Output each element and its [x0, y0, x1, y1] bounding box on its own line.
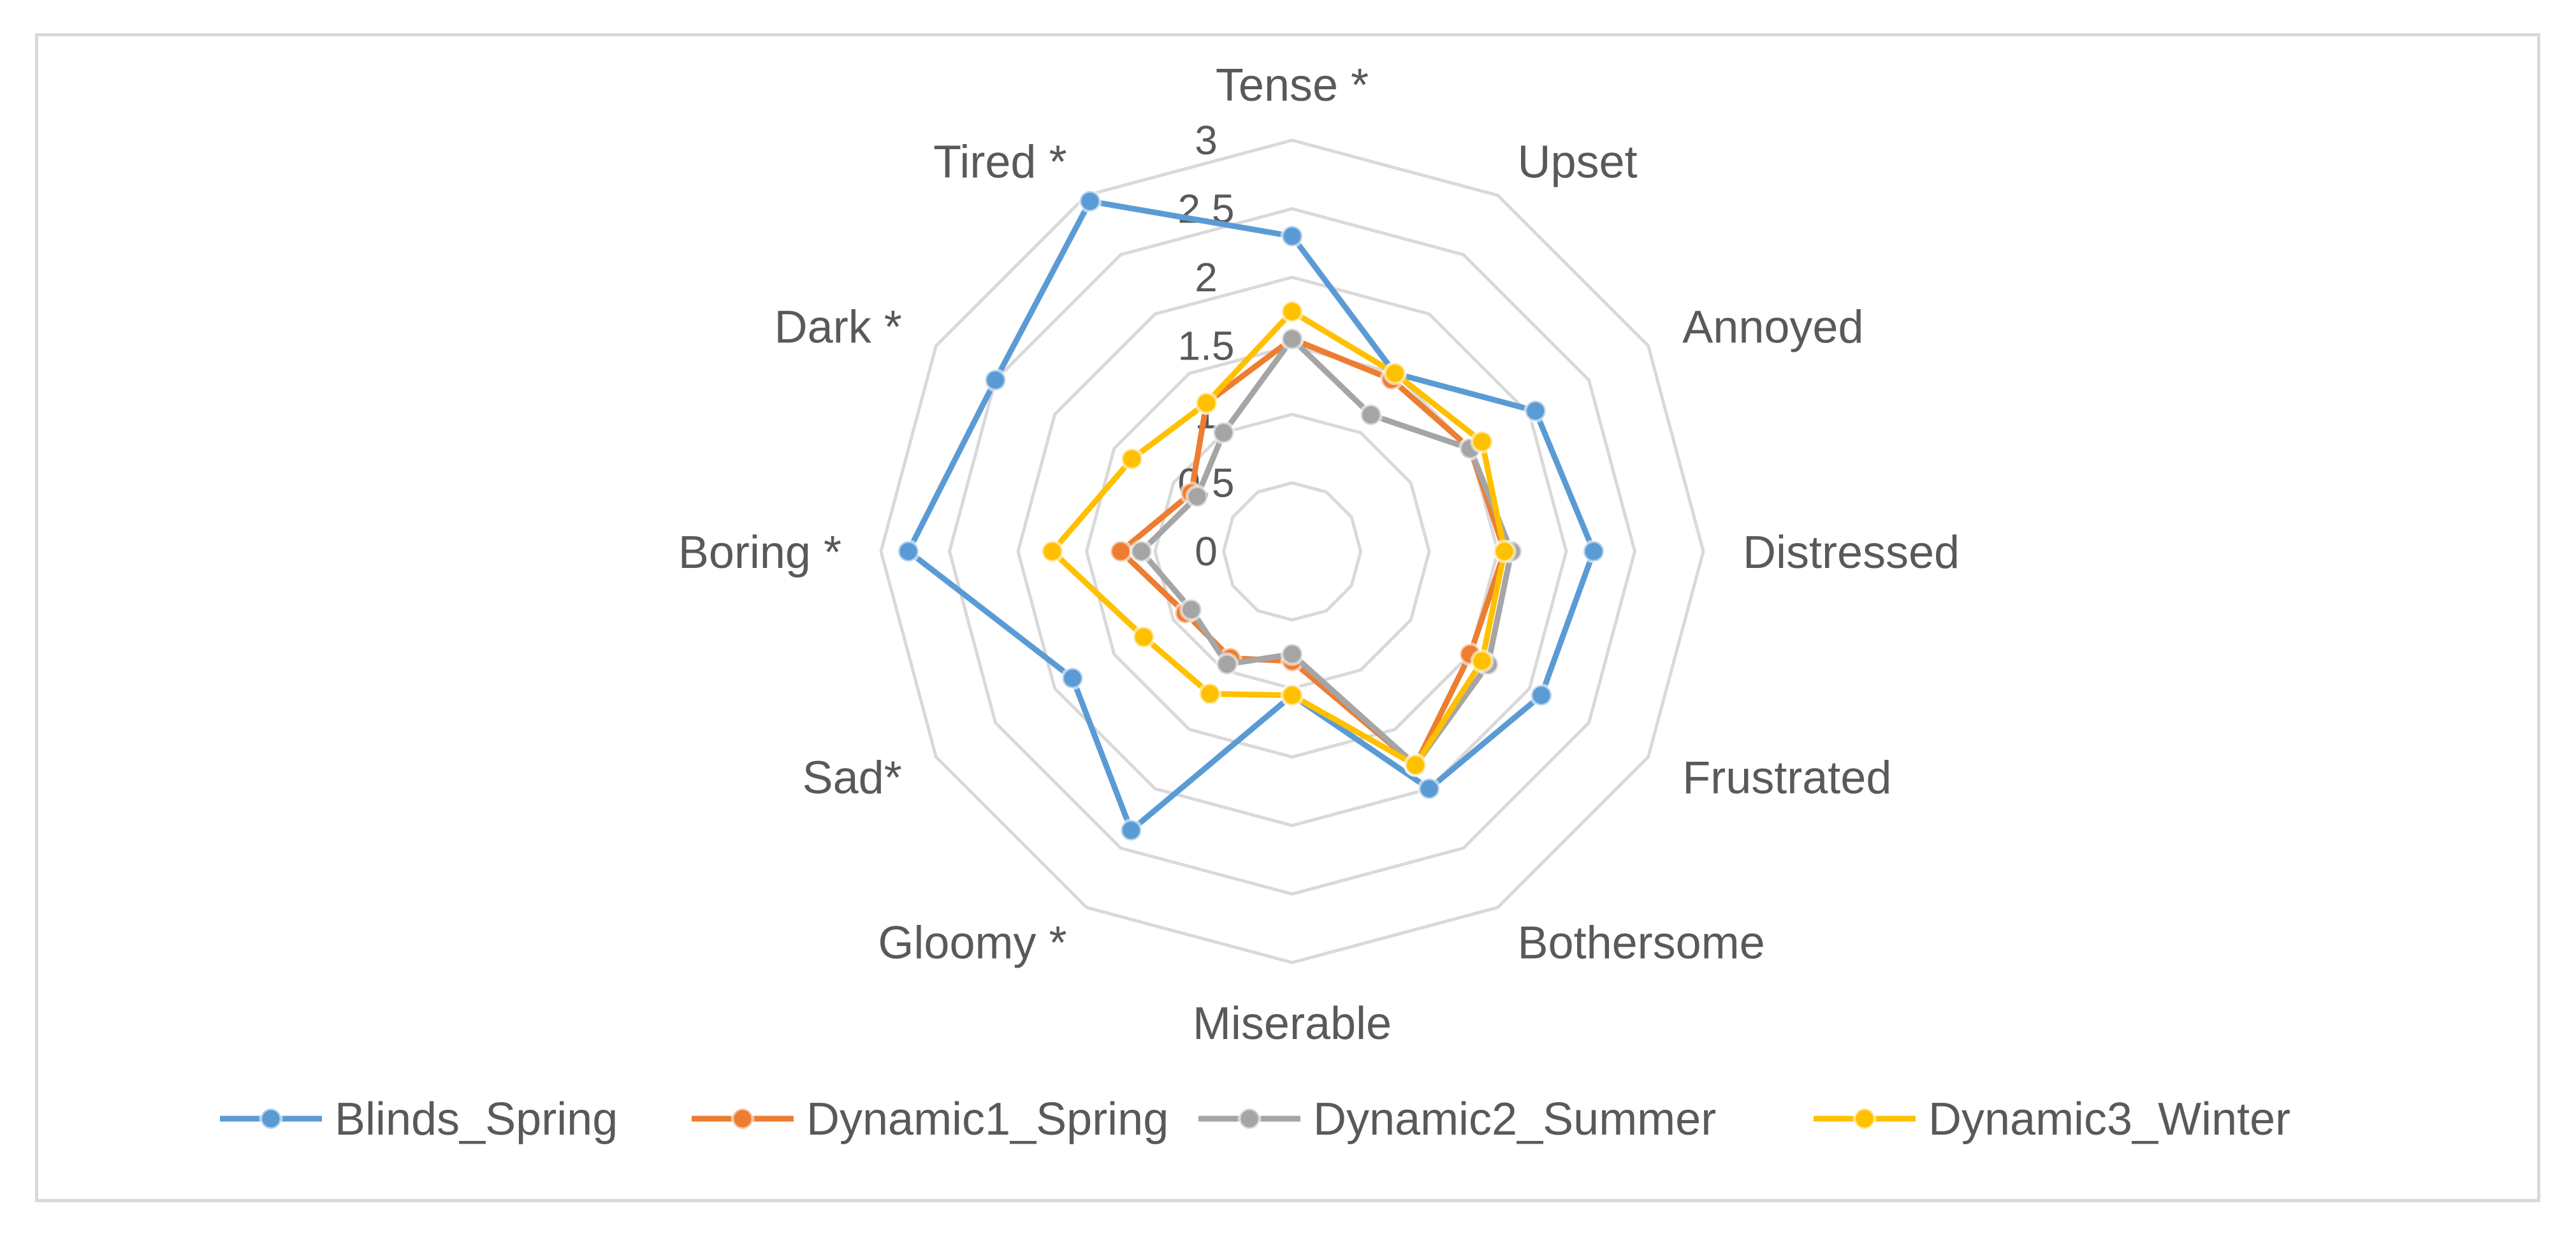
- legend-label: Blinds_Spring: [335, 1094, 618, 1145]
- axis-label-tense: Tense *: [1216, 60, 1369, 111]
- legend-swatch-marker: [1237, 1107, 1262, 1131]
- axis-label-annoyed: Annoyed: [1682, 302, 1863, 353]
- axis-label-upset: Upset: [1518, 137, 1638, 188]
- data-point-blinds-spring-annoyed: [1524, 399, 1548, 423]
- legend: Blinds_Spring Dynamic1_Spring Dynamic2_Sum…: [220, 1094, 2290, 1145]
- data-point-blinds-spring-boring: [896, 539, 921, 563]
- data-point-dynamic3-winter-tired: [1195, 391, 1219, 415]
- legend-label: Dynamic1_Spring: [806, 1094, 1168, 1145]
- data-point-dynamic2-summer-tired: [1212, 421, 1235, 445]
- data-point-dynamic2-summer-boring: [1130, 539, 1153, 563]
- data-point-blinds-spring-tense: [1280, 224, 1304, 248]
- data-point-dynamic3-winter-sad: [1132, 625, 1156, 649]
- data-point-dynamic2-summer-tense: [1280, 327, 1304, 351]
- data-point-blinds-spring-sad: [1061, 666, 1085, 690]
- legend-label: Dynamic2_Summer: [1313, 1094, 1716, 1145]
- legend-item-dynamic1-spring: Dynamic1_Spring: [692, 1094, 1168, 1145]
- axis-label-gloomy: Gloomy *: [878, 917, 1066, 968]
- data-point-dynamic2-summer-sad: [1179, 597, 1204, 622]
- legend-swatch-marker: [731, 1107, 755, 1131]
- series: [896, 189, 1606, 843]
- axis-label-dark: Dark *: [775, 302, 902, 353]
- data-point-dynamic3-winter-annoyed: [1470, 430, 1494, 454]
- axis-label-frustrated: Frustrated: [1682, 753, 1891, 804]
- data-point-dynamic3-winter-bothersome: [1404, 753, 1427, 777]
- data-point-dynamic2-summer-gloomy: [1215, 652, 1239, 676]
- data-point-dynamic3-winter-distressed: [1492, 539, 1517, 563]
- grid-ring-1: [1221, 481, 1363, 622]
- grid-ring-6: [879, 138, 1705, 964]
- data-point-blinds-spring-dark: [984, 368, 1008, 392]
- data-point-dynamic3-winter-miserable: [1280, 683, 1304, 708]
- data-point-dynamic3-winter-frustrated: [1470, 649, 1494, 673]
- axis-label-sad: Sad*: [803, 753, 902, 804]
- tick-label: 3: [1195, 117, 1218, 163]
- data-point-dynamic2-summer-upset: [1359, 403, 1383, 427]
- data-point-dynamic3-winter-tense: [1280, 300, 1304, 324]
- data-point-dynamic3-winter-dark: [1120, 447, 1144, 471]
- axis-labels: Tense * Upset Annoyed Distressed Frustrated B…: [678, 60, 1960, 1049]
- axis-label-tired: Tired *: [933, 137, 1066, 188]
- series-line-dynamic1-spring: [1117, 336, 1508, 768]
- data-point-dynamic1-spring-boring: [1109, 539, 1133, 563]
- data-point-dynamic3-winter-upset: [1383, 361, 1407, 386]
- data-point-dynamic3-winter-boring: [1040, 539, 1065, 563]
- legend-swatch-marker: [1852, 1107, 1877, 1131]
- data-point-blinds-spring-bothersome: [1417, 776, 1441, 801]
- series-line-dynamic3-winter: [1049, 309, 1508, 768]
- legend-item-dynamic2-summer: Dynamic2_Summer: [1198, 1094, 1716, 1145]
- legend-label: Dynamic3_Winter: [1928, 1094, 2290, 1145]
- axis-label-boring: Boring *: [678, 527, 841, 578]
- legend-swatch-marker: [259, 1107, 283, 1131]
- axis-label-distressed: Distressed: [1743, 527, 1960, 578]
- series-dynamic2-summer: [1130, 327, 1524, 777]
- axis-label-miserable: Miserable: [1193, 998, 1392, 1049]
- data-point-dynamic3-winter-gloomy: [1198, 681, 1222, 706]
- tick-label: 2: [1195, 254, 1218, 300]
- tick-label: 1.5: [1178, 323, 1235, 369]
- data-point-blinds-spring-gloomy: [1119, 818, 1143, 843]
- data-point-blinds-spring-distressed: [1582, 539, 1606, 563]
- tick-label: 0: [1195, 528, 1218, 574]
- legend-item-dynamic3-winter: Dynamic3_Winter: [1814, 1094, 2290, 1145]
- data-point-dynamic2-summer-miserable: [1280, 642, 1304, 666]
- grid: [879, 138, 1705, 964]
- data-point-blinds-spring-frustrated: [1529, 683, 1554, 708]
- data-point-blinds-spring-tired: [1078, 189, 1102, 214]
- axis-label-bothersome: Bothersome: [1518, 917, 1765, 968]
- legend-item-blinds-spring: Blinds_Spring: [220, 1094, 618, 1145]
- data-point-dynamic2-summer-dark: [1185, 484, 1209, 509]
- series-dynamic3-winter: [1040, 300, 1517, 777]
